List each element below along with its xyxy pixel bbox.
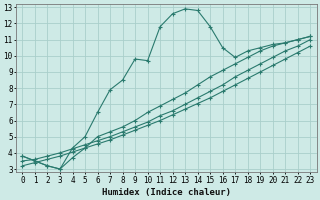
X-axis label: Humidex (Indice chaleur): Humidex (Indice chaleur) <box>102 188 231 197</box>
